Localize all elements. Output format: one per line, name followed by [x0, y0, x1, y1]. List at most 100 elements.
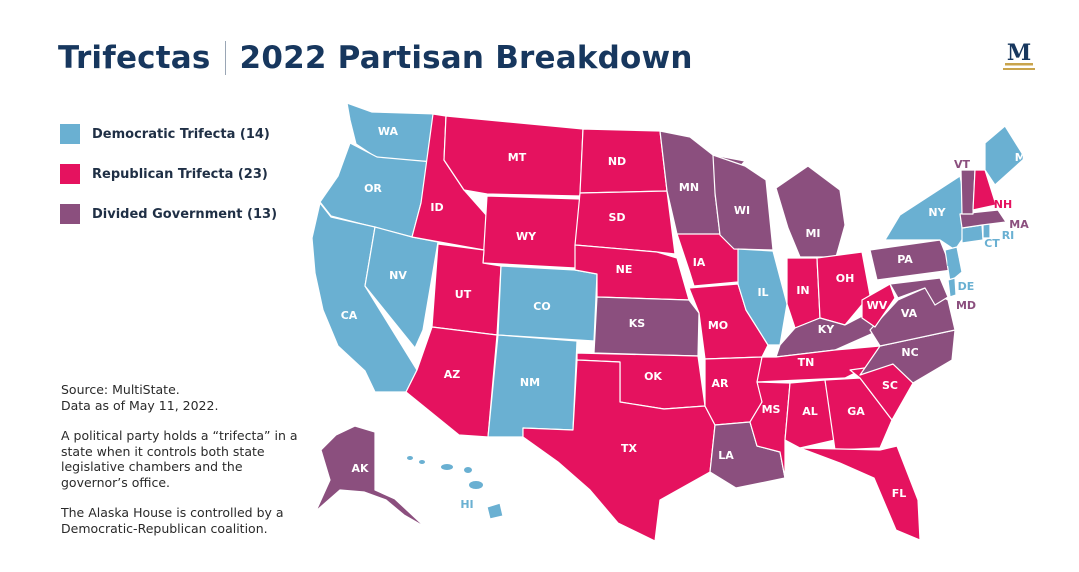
legend-swatch-democratic — [60, 124, 80, 144]
state-ga — [824, 377, 893, 451]
state-nh — [972, 169, 997, 211]
state-wi — [712, 154, 774, 251]
alaska-note: The Alaska House is controlled by a Demo… — [61, 505, 284, 536]
state-labels: WA OR CA NV ID MT WY UT AZ CO NM ND SD NE KS OK TX MN IA MO… — [341, 125, 1034, 511]
svg-text:M: M — [1007, 40, 1031, 66]
state-ri — [982, 223, 991, 239]
state-label-wa: WA — [378, 125, 399, 138]
state-label-ar: AR — [712, 377, 730, 390]
state-label-sd: SD — [608, 211, 625, 224]
state-hi-island — [419, 460, 425, 464]
state-label-id: ID — [430, 201, 443, 214]
state-label-az: AZ — [444, 368, 461, 381]
state-label-nm: NM — [520, 376, 540, 389]
state-hi — [486, 502, 504, 520]
state-md — [889, 277, 949, 306]
state-label-md: MD — [956, 299, 976, 312]
state-label-la: LA — [718, 449, 734, 462]
state-co — [497, 265, 598, 342]
state-label-vt: VT — [954, 158, 971, 171]
state-label-ok: OK — [644, 370, 662, 383]
source-line: Source: MultiState. — [61, 382, 180, 397]
state-me — [984, 125, 1026, 186]
state-ak — [315, 425, 426, 528]
state-label-sc: SC — [882, 379, 898, 392]
state-label-al: AL — [802, 405, 818, 418]
legend-label: Democratic Trifecta (14) — [92, 126, 270, 142]
state-label-or: OR — [364, 182, 382, 195]
state-label-co: CO — [533, 300, 550, 313]
title-left: Trifectas — [58, 40, 211, 76]
state-label-va: VA — [901, 307, 918, 320]
state-shapes — [311, 102, 1026, 542]
state-label-in: IN — [796, 284, 809, 297]
state-ar — [704, 356, 763, 426]
state-sd — [574, 190, 676, 255]
state-label-nd: ND — [608, 155, 626, 168]
state-label-il: IL — [757, 286, 768, 299]
state-label-ma: MA — [1009, 218, 1029, 231]
title-right: 2022 Partisan Breakdown — [239, 40, 693, 76]
legend-swatch-republican — [60, 164, 80, 184]
state-label-ia: IA — [693, 256, 706, 269]
state-label-wv: WV — [867, 299, 888, 312]
state-label-me: ME — [1015, 151, 1033, 164]
legend-item-republican: Republican Trifecta (23) — [60, 164, 277, 184]
state-de — [947, 277, 957, 298]
state-label-hi: HI — [460, 498, 473, 511]
state-label-tn: TN — [798, 356, 815, 369]
state-label-ri: RI — [1002, 229, 1015, 242]
state-hi-island — [464, 467, 472, 473]
legend-item-divided: Divided Government (13) — [60, 204, 277, 224]
multistate-logo-icon: M — [1003, 40, 1035, 70]
state-label-ak: AK — [351, 462, 369, 475]
state-ks — [593, 296, 700, 357]
state-label-ga: GA — [847, 405, 865, 418]
state-label-nh: NH — [994, 198, 1012, 211]
state-label-ct: CT — [984, 237, 1000, 250]
state-label-ne: NE — [616, 263, 633, 276]
state-label-tx: TX — [621, 442, 638, 455]
state-label-nj: NJ — [946, 256, 959, 269]
state-label-ut: UT — [455, 288, 472, 301]
state-wv — [861, 283, 896, 328]
state-label-fl: FL — [892, 487, 907, 500]
state-tx — [522, 359, 716, 542]
title-divider — [224, 41, 226, 75]
state-label-wy: WY — [516, 230, 537, 243]
state-label-nc: NC — [901, 346, 918, 359]
state-hi-island — [469, 481, 483, 489]
state-label-mo: MO — [708, 319, 728, 332]
legend-label: Republican Trifecta (23) — [92, 166, 268, 182]
state-oh — [816, 251, 871, 326]
state-hi-island — [441, 464, 453, 470]
state-label-mn: MN — [679, 181, 699, 194]
state-az — [405, 326, 498, 438]
state-hi-island — [407, 456, 413, 460]
state-label-ny: NY — [928, 206, 946, 219]
legend: Democratic Trifecta (14) Republican Trif… — [60, 124, 277, 244]
date-line: Data as of May 11, 2022. — [61, 397, 219, 413]
state-label-nv: NV — [389, 269, 407, 282]
state-nj — [944, 246, 963, 283]
source-notes: Source: MultiState. Data as of May 11, 2… — [61, 382, 301, 536]
state-label-oh: OH — [836, 272, 855, 285]
legend-label: Divided Government (13) — [92, 206, 278, 222]
trifecta-definition: A political party holds a “trifecta” in … — [61, 428, 298, 490]
legend-swatch-divided — [60, 204, 80, 224]
state-label-mt: MT — [508, 151, 527, 164]
page-title: Trifectas 2022 Partisan Breakdown — [58, 36, 693, 80]
state-label-de: DE — [958, 280, 975, 293]
state-label-ms: MS — [762, 403, 781, 416]
state-label-wi: WI — [734, 204, 750, 217]
state-label-pa: PA — [897, 253, 913, 266]
state-al — [784, 379, 836, 449]
state-fl — [799, 445, 921, 541]
state-label-ky: KY — [818, 323, 836, 336]
state-vt — [960, 169, 976, 215]
state-label-ca: CA — [341, 309, 358, 322]
legend-item-democratic: Democratic Trifecta (14) — [60, 124, 277, 144]
state-label-ks: KS — [629, 317, 646, 330]
